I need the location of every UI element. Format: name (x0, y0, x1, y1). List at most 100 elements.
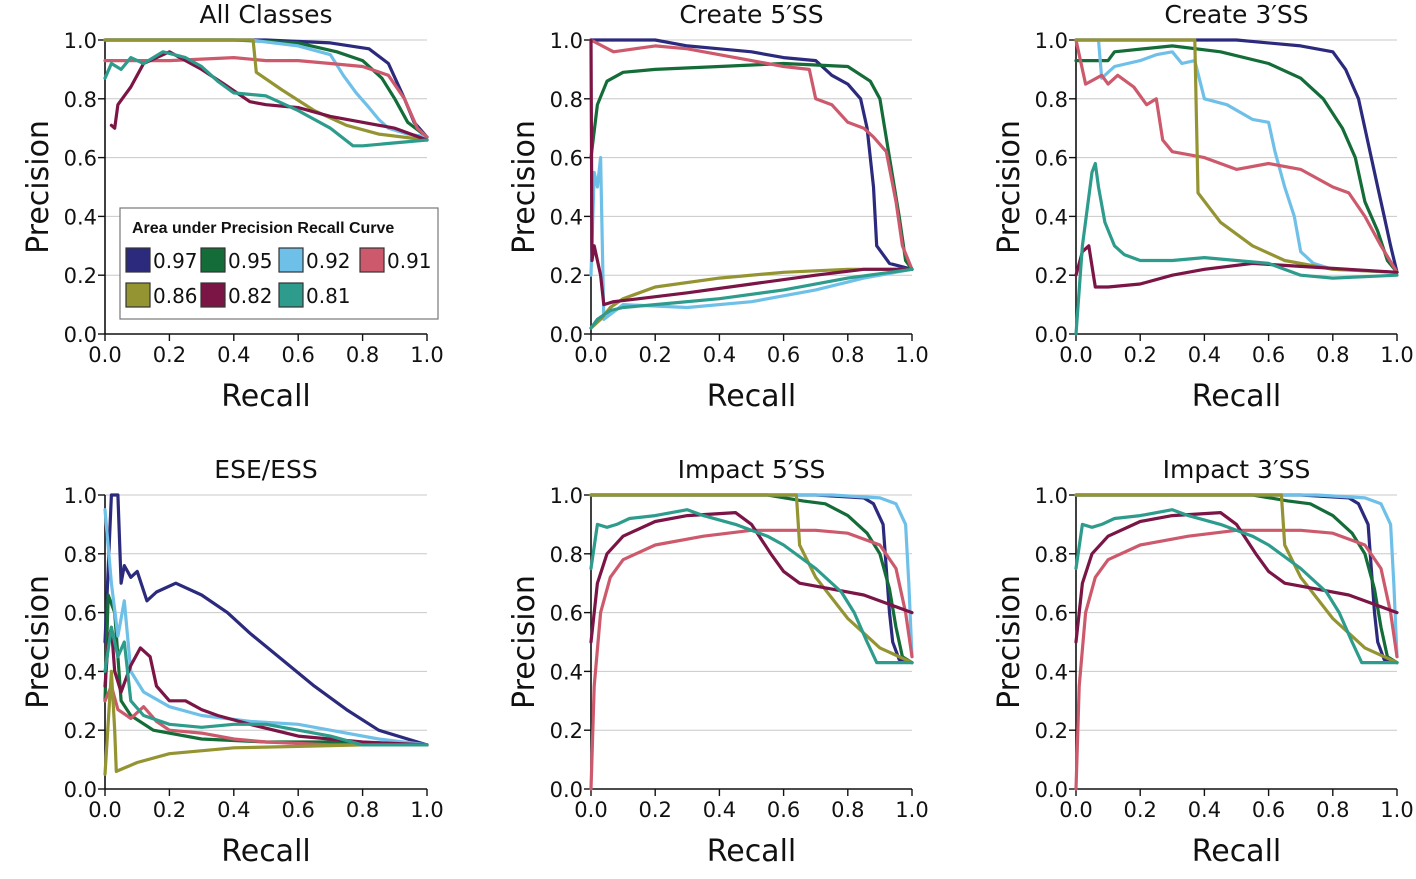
panel-create-3-ss: 0.0 0.2 0.4 0.6 0.8 1.0 0.0 0.2 0.4 0.6 0.8 1.0 Reca… (992, 0, 1414, 414)
y-tick-label: 0.4 (550, 660, 583, 684)
y-tick-label: 0.6 (1035, 602, 1068, 626)
pr-curve-auc-0-86 (589, 493, 914, 665)
y-tick-label: 0.4 (64, 660, 97, 684)
pr-curve-auc-0-86 (103, 38, 429, 142)
y-tick-label: 0.8 (64, 543, 97, 567)
x-tick-label: 0.0 (1059, 343, 1092, 367)
legend-label: 0.91 (387, 249, 432, 273)
pr-curve-auc-0-97 (103, 493, 429, 747)
panel-title: Create 3′SS (1164, 0, 1308, 29)
panel-create-5-ss: 0.0 0.2 0.4 0.6 0.8 1.0 0.0 0.2 0.4 0.6 0.8 1.0 Reca… (507, 0, 929, 414)
pr-curve-auc-0-81 (103, 50, 429, 148)
pr-curve-auc-0-81 (1074, 161, 1399, 336)
pr-curve-auc-0-92 (589, 493, 914, 659)
x-tick-label: 0.2 (638, 798, 671, 822)
legend-swatch (125, 247, 151, 273)
y-axis-label: Precision (21, 575, 56, 709)
y-tick-label: 1.0 (550, 484, 583, 508)
pr-curve-auc-0-81 (1074, 508, 1399, 665)
pr-curve-auc-0-91 (103, 56, 429, 139)
pr-curve-auc-0-91 (1074, 528, 1399, 791)
y-axis-label: Precision (992, 120, 1027, 254)
x-tick-label: 0.2 (1123, 343, 1156, 367)
panel-title: Impact 3′SS (1163, 455, 1311, 484)
legend: Area under Precision Recall Curve 0.97 0.9… (119, 207, 439, 320)
panel-title: ESE/ESS (214, 455, 317, 484)
x-axis-label: Recall (1192, 834, 1282, 869)
x-axis-label: Recall (221, 379, 311, 414)
legend-title: Area under Precision Recall Curve (132, 220, 394, 237)
y-tick-label: 0.0 (550, 323, 583, 347)
y-tick-label: 1.0 (64, 484, 97, 508)
y-tick-label: 0.2 (1035, 719, 1068, 743)
y-tick-label: 0.4 (1035, 660, 1068, 684)
x-tick-label: 0.4 (1188, 798, 1221, 822)
pr-curve-auc-0-97 (1074, 38, 1399, 274)
x-tick-label: 0.8 (346, 798, 379, 822)
x-tick-label: 0.6 (281, 343, 314, 367)
y-tick-label: 0.2 (64, 264, 97, 288)
x-tick-label: 1.0 (1380, 343, 1413, 367)
x-axis-label: Recall (707, 379, 797, 414)
y-tick-label: 0.0 (1035, 778, 1068, 802)
pr-curve-auc-0-86 (103, 669, 429, 776)
y-tick-label: 0.6 (64, 602, 97, 626)
y-axis-label: Precision (507, 120, 542, 254)
x-tick-label: 0.8 (1316, 798, 1349, 822)
y-tick-label: 0.0 (550, 778, 583, 802)
x-tick-label: 0.8 (831, 798, 864, 822)
y-tick-label: 0.8 (550, 543, 583, 567)
pr-curve-auc-0-95 (1074, 493, 1399, 665)
y-tick-label: 0.0 (64, 323, 97, 347)
pr-curve-auc-0-97 (103, 38, 429, 139)
pr-curve-auc-0-91 (1074, 38, 1399, 274)
x-axis-label: Recall (707, 834, 797, 869)
legend-label: 0.97 (153, 249, 198, 273)
legend-swatch (200, 282, 226, 308)
panel-title: Impact 5′SS (678, 455, 826, 484)
pr-curve-auc-0-97 (589, 38, 914, 271)
pr-curve-auc-0-95 (1074, 44, 1399, 274)
pr-curve-auc-0-82 (103, 625, 429, 747)
y-tick-label: 0.6 (550, 602, 583, 626)
pr-curve-auc-0-92 (589, 156, 914, 321)
x-tick-label: 0.0 (574, 798, 607, 822)
panel-impact-3-ss: 0.0 0.2 0.4 0.6 0.8 1.0 0.0 0.2 0.4 0.6 0.8 1.0 Reca… (992, 455, 1414, 869)
y-tick-label: 1.0 (1035, 29, 1068, 53)
y-axis-label: Precision (21, 120, 56, 254)
x-tick-label: 0.8 (1316, 343, 1349, 367)
y-axis-label: Precision (507, 575, 542, 709)
x-tick-label: 0.6 (281, 798, 314, 822)
legend-swatch (359, 247, 385, 273)
y-tick-label: 0.2 (550, 719, 583, 743)
x-tick-label: 0.6 (1252, 343, 1285, 367)
legend-label: 0.82 (228, 284, 273, 308)
panel-impact-5-ss: 0.0 0.2 0.4 0.6 0.8 1.0 0.0 0.2 0.4 0.6 0.8 1.0 Reca… (507, 455, 929, 869)
y-tick-label: 0.8 (1035, 543, 1068, 567)
panel-ese-ess: 0.0 0.2 0.4 0.6 0.8 1.0 0.0 0.2 0.4 0.6 0.8 1.0 Reca… (21, 455, 444, 869)
pr-curve-auc-0-92 (103, 508, 429, 747)
y-tick-label: 0.0 (1035, 323, 1068, 347)
pr-curve-auc-0-91 (589, 528, 914, 791)
x-tick-label: 0.0 (574, 343, 607, 367)
pr-curve-auc-0-86 (1074, 493, 1399, 665)
pr-curve-auc-0-82 (1074, 511, 1399, 644)
pr-curve-auc-0-81 (589, 508, 914, 665)
x-tick-label: 0.6 (767, 798, 800, 822)
legend-swatch (125, 282, 151, 308)
y-tick-label: 0.6 (64, 147, 97, 171)
pr-curve-auc-0-91 (103, 684, 429, 747)
y-tick-label: 0.2 (64, 719, 97, 743)
panel-title: All Classes (199, 0, 332, 29)
x-tick-label: 0.0 (88, 343, 121, 367)
y-tick-label: 0.4 (1035, 205, 1068, 229)
x-tick-label: 1.0 (895, 343, 928, 367)
panel-title: Create 5′SS (679, 0, 823, 29)
x-axis-label: Recall (1192, 379, 1282, 414)
pr-curve-auc-0-82 (589, 511, 914, 644)
pr-curve-auc-0-81 (103, 625, 429, 747)
pr-curve-auc-0-82 (589, 38, 914, 307)
pr-curve-auc-0-92 (103, 38, 429, 139)
y-tick-label: 1.0 (1035, 484, 1068, 508)
x-tick-label: 0.2 (638, 343, 671, 367)
